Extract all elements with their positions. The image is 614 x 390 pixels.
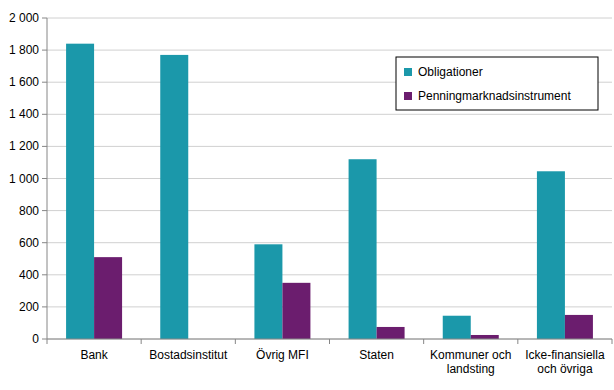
legend-label: Penningmarknadsinstrument [418,89,571,103]
category-label-line: landsting [447,362,495,376]
legend-label: Obligationer [418,65,483,79]
tick-label: 400 [19,268,39,282]
tick-mark [42,82,47,83]
tick-label: 1 400 [9,107,39,121]
category-tick [141,339,142,344]
legend-swatch [404,92,412,100]
tick-label: 1 200 [9,139,39,153]
tick-mark [42,339,47,340]
category-label: Bostadsinstitut [149,348,228,362]
category-tick [235,339,236,344]
legend: Obligationer Penningmarknadsinstrument [396,57,598,110]
category-label: Staten [359,348,394,362]
tick-label: 0 [32,332,39,346]
category-label-line: Kommuner och [430,348,511,362]
y-axis [47,18,48,339]
tick-label: 200 [19,300,39,314]
tick-label: 2 000 [9,11,39,25]
category-label-line: Övrig MFI [256,348,309,362]
grid-line [47,210,612,211]
category-tick [612,339,613,344]
tick-label: 1 600 [9,75,39,89]
category-label-line: Bostadsinstitut [149,348,228,362]
tick-mark [42,210,47,211]
bar [160,55,188,339]
category-tick [47,339,48,344]
category-label: Bank [80,348,108,362]
tick-mark [42,178,47,179]
bar [66,44,94,339]
grid-line [47,18,612,19]
legend-swatch [404,68,412,76]
category-tick [329,339,330,344]
tick-mark [42,114,47,115]
tick-label: 800 [19,204,39,218]
category-label-line: Bank [80,348,108,362]
tick-label: 1 800 [9,43,39,57]
grid-line [47,306,612,307]
tick-mark [42,146,47,147]
chart: 0 200 400 600 800 1 000 1 200 1 400 1 600 1 800 2 … [0,0,614,390]
tick-mark [42,274,47,275]
category-label: Icke-finansiellaoch övriga [525,348,605,376]
bar [565,315,593,339]
grid-line [47,50,612,51]
tick-mark [42,242,47,243]
tick-label: 600 [19,236,39,250]
category-label-line: Icke-finansiella [525,348,605,362]
bar [471,335,499,339]
category-label: Övrig MFI [256,348,309,362]
category-label-line: Staten [359,348,394,362]
grid-line [47,114,612,115]
category-label: Kommuner ochlandsting [430,348,511,376]
bar [537,171,565,339]
legend-box [396,57,598,110]
grid-line [47,274,612,275]
category-label-line: och övriga [537,362,593,376]
tick-mark [42,306,47,307]
bar [443,316,471,339]
tick-label: 1 000 [9,172,39,186]
bar [254,244,282,339]
bar [349,159,377,339]
bar [282,283,310,339]
grid-line [47,178,612,179]
tick-mark [42,18,47,19]
grid-line [47,242,612,243]
category-tick [423,339,424,344]
bar [94,257,122,339]
tick-mark [42,50,47,51]
bar [377,327,405,339]
category-tick [517,339,518,344]
grid-line [47,146,612,147]
